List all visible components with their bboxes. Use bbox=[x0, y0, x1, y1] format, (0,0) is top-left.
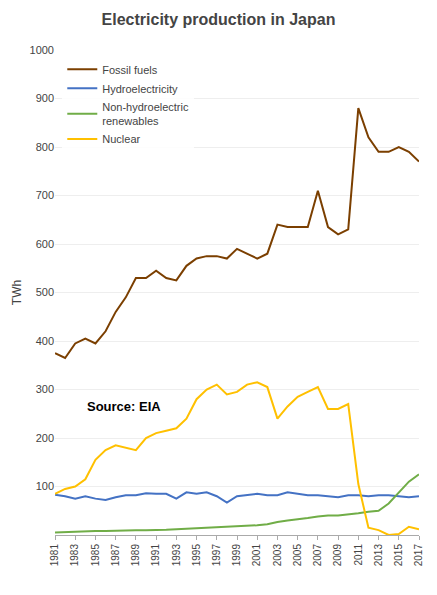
svg-text:Hydroelectricity: Hydroelectricity bbox=[102, 83, 178, 95]
svg-text:1995: 1995 bbox=[191, 544, 202, 567]
svg-text:2009: 2009 bbox=[332, 544, 343, 567]
svg-text:2017: 2017 bbox=[413, 544, 424, 567]
svg-text:700: 700 bbox=[36, 189, 54, 201]
svg-text:TWh: TWh bbox=[10, 280, 24, 305]
svg-text:1991: 1991 bbox=[150, 544, 161, 567]
svg-text:Fossil fuels: Fossil fuels bbox=[102, 64, 158, 76]
svg-text:Source: EIA: Source: EIA bbox=[87, 399, 161, 414]
svg-text:2015: 2015 bbox=[393, 544, 404, 567]
svg-text:100: 100 bbox=[36, 480, 54, 492]
svg-text:2003: 2003 bbox=[272, 544, 283, 567]
svg-text:1989: 1989 bbox=[130, 544, 141, 567]
svg-text:500: 500 bbox=[36, 286, 54, 298]
svg-text:1993: 1993 bbox=[171, 544, 182, 567]
svg-text:2013: 2013 bbox=[373, 544, 384, 567]
svg-text:1983: 1983 bbox=[69, 544, 80, 567]
svg-text:2001: 2001 bbox=[251, 544, 262, 567]
svg-text:Non-hydroelectricrenewables: Non-hydroelectricrenewables bbox=[102, 101, 189, 127]
svg-text:2005: 2005 bbox=[292, 544, 303, 567]
svg-text:1985: 1985 bbox=[90, 544, 101, 567]
svg-text:1000: 1000 bbox=[30, 44, 54, 56]
svg-text:600: 600 bbox=[36, 238, 54, 250]
svg-text:2007: 2007 bbox=[312, 544, 323, 567]
svg-text:1997: 1997 bbox=[211, 544, 222, 567]
svg-text:900: 900 bbox=[36, 92, 54, 104]
svg-text:1981: 1981 bbox=[49, 544, 60, 567]
svg-text:1987: 1987 bbox=[110, 544, 121, 567]
svg-text:300: 300 bbox=[36, 383, 54, 395]
svg-text:400: 400 bbox=[36, 335, 54, 347]
svg-text:800: 800 bbox=[36, 141, 54, 153]
svg-text:Electricity production in Japa: Electricity production in Japan bbox=[102, 11, 336, 28]
svg-text:2011: 2011 bbox=[353, 544, 364, 566]
svg-text:Nuclear: Nuclear bbox=[102, 133, 140, 145]
svg-text:200: 200 bbox=[36, 432, 54, 444]
svg-text:1999: 1999 bbox=[231, 544, 242, 567]
